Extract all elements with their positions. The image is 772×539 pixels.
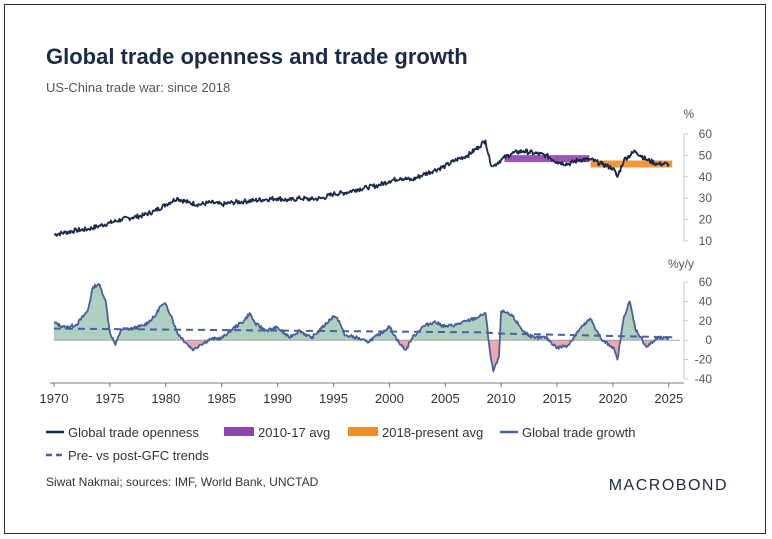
legend-swatch [348,427,378,436]
legend-item: Pre- vs post-GFC trends [46,448,209,463]
x-tick-label: 2015 [543,391,572,406]
bottom-y-tick-label: -20 [695,353,713,367]
x-tick-label: 2005 [431,391,460,406]
series-global-trade-growth [53,282,670,373]
bottom-y-tick-label: 60 [699,275,713,289]
top-y-tick-label: 30 [699,191,713,205]
chart-title: Global trade openness and trade growth [46,44,468,69]
legend-label: Pre- vs post-GFC trends [68,448,209,463]
x-tick-label: 2010 [487,391,516,406]
legend-label: Global trade openness [68,425,199,440]
x-tick-label: 1980 [151,391,180,406]
chart-subtitle: US-China trade war: since 2018 [46,80,230,95]
top-y-tick-label: 40 [699,170,713,184]
x-tick-label: 2025 [654,391,683,406]
x-tick-label: 1975 [95,391,124,406]
top-y-tick-label: 20 [699,213,713,227]
top-y-tick-label: 10 [699,234,713,248]
legend-item: Global trade growth [500,425,635,440]
legend: Global trade openness 2010-17 avg 2018-pre… [46,425,635,463]
series-global-trade-openness [53,139,670,237]
source-note: Siwat Nakmai; sources: IMF, World Bank, … [46,475,319,489]
bottom-panel-lines [53,282,673,373]
x-tick-label: 1995 [319,391,348,406]
legend-swatch [224,427,254,436]
x-tick-label: 1985 [207,391,236,406]
top-y-tick-label: 50 [699,148,713,162]
x-tick-label: 1990 [263,391,292,406]
x-tick-label: 2000 [375,391,404,406]
series-global-trade-openness-overlay [500,148,670,178]
x-axis: 1970 1975 1980 1985 1990 1995 2000 2005 2010 2015… [40,382,684,406]
legend-label: 2010-17 avg [258,425,330,440]
series-pre-vs-post-gfc-trends [53,327,673,339]
top-y-tick-label: 60 [699,127,713,141]
legend-item: Global trade openness [46,425,199,440]
top-unit-label: % [683,107,694,121]
bottom-y-tick-label: -40 [695,372,713,386]
legend-item: 2018-present avg [348,425,483,440]
bottom-y-axis: 60 40 20 0 -20 -40 [683,275,713,386]
x-tick-label: 1970 [40,391,69,406]
legend-label: 2018-present avg [382,425,483,440]
bottom-unit-label: %y/y [668,257,694,271]
bottom-y-tick-label: 40 [699,294,713,308]
macrobond-logo: MACROBOND [609,477,728,494]
bottom-y-tick-label: 20 [699,314,713,328]
top-panel-lines [53,139,673,237]
top-y-axis: 60 50 40 30 20 10 [683,127,713,248]
x-tick-label: 2020 [598,391,627,406]
chart-frame [4,4,766,534]
legend-label: Global trade growth [522,425,635,440]
bottom-y-tick-label: 0 [705,333,712,347]
growth-area-fills [53,283,670,372]
legend-item: 2010-17 avg [224,425,330,440]
